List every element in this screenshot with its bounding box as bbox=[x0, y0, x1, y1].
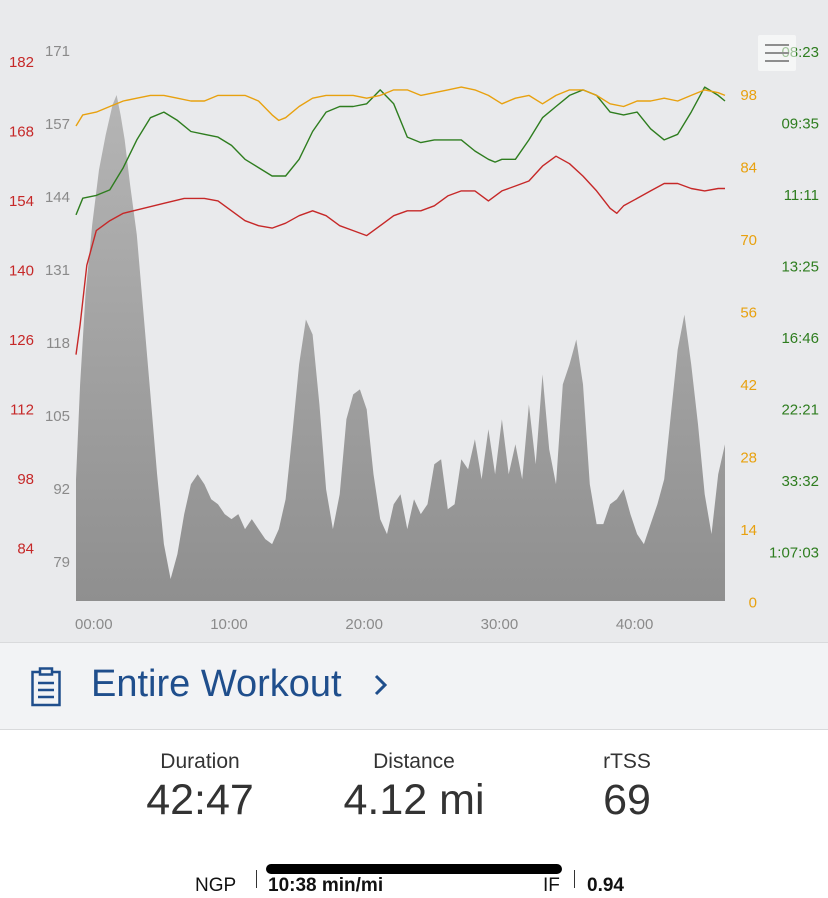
stat-rtss: rTSS 69 bbox=[507, 750, 747, 825]
stat-value: 4.12 mi bbox=[343, 776, 485, 824]
stat-label: Distance bbox=[373, 750, 455, 773]
right-axis-tick: 70 bbox=[740, 232, 757, 249]
ngp-label: NGP bbox=[195, 875, 237, 896]
x-axis-tick: 00:00 bbox=[75, 616, 113, 633]
home-indicator bbox=[266, 864, 562, 874]
hr-axis-tick: 98 bbox=[17, 471, 34, 488]
pace-axis-tick: 1:07:03 bbox=[769, 545, 819, 562]
stat-label: rTSS bbox=[603, 750, 651, 773]
pace-axis-tick: 09:35 bbox=[781, 116, 819, 133]
chevron-right-icon bbox=[374, 674, 388, 696]
stat-distance: Distance 4.12 mi bbox=[294, 750, 534, 825]
pace-axis-tick: 22:21 bbox=[781, 402, 819, 419]
stat-duration: Duration 42:47 bbox=[80, 750, 320, 825]
if-value: 0.94 bbox=[587, 875, 624, 896]
right-axis-tick: 42 bbox=[740, 377, 757, 394]
x-axis-tick: 30:00 bbox=[481, 616, 519, 633]
hr-axis-tick: 112 bbox=[10, 402, 34, 419]
pace-axis-tick: 33:32 bbox=[781, 473, 819, 490]
left-axis-tick: 118 bbox=[46, 335, 70, 352]
left-axis-tick: 171 bbox=[45, 43, 70, 60]
left-axis-tick: 105 bbox=[45, 408, 70, 425]
right-axis-tick: 14 bbox=[740, 522, 757, 539]
pace-axis-tick: 16:46 bbox=[781, 330, 819, 347]
right-axis-tick: 0 bbox=[749, 595, 757, 612]
chart-canvas[interactable]: 1821681541401261129884171157144131118105… bbox=[0, 0, 828, 642]
if-label: IF bbox=[543, 875, 560, 896]
range-label: Entire Workout bbox=[91, 663, 342, 705]
pace-axis-tick: 13:25 bbox=[781, 259, 819, 276]
left-axis-tick: 144 bbox=[45, 189, 70, 206]
hr-axis-tick: 84 bbox=[17, 541, 34, 558]
x-axis-tick: 10:00 bbox=[210, 616, 248, 633]
hamburger-icon bbox=[765, 44, 789, 46]
hr-axis-tick: 182 bbox=[9, 54, 34, 71]
hr-axis-tick: 168 bbox=[9, 124, 34, 141]
stat-value: 42:47 bbox=[146, 776, 254, 824]
workout-range-selector[interactable]: Entire Workout bbox=[0, 642, 828, 730]
right-axis-tick: 98 bbox=[740, 87, 757, 104]
clipboard-icon bbox=[31, 667, 61, 707]
workout-chart[interactable]: 182 168 154 140 126 112 98 84 171 157 144 131 118 105… bbox=[0, 0, 828, 642]
stat-label: Duration bbox=[160, 750, 240, 773]
left-axis-tick: 92 bbox=[53, 481, 70, 498]
hr-axis-tick: 126 bbox=[9, 332, 34, 349]
pace-line bbox=[75, 86, 726, 216]
ngp-value: 10:38 min/mi bbox=[268, 875, 384, 896]
right-axis-tick: 84 bbox=[740, 160, 757, 177]
heart-rate-line bbox=[75, 155, 725, 355]
hr-axis-tick: 140 bbox=[9, 263, 34, 280]
chart-menu-button[interactable] bbox=[758, 35, 796, 71]
left-axis-tick: 79 bbox=[53, 554, 70, 571]
divider bbox=[256, 870, 257, 888]
divider bbox=[574, 870, 575, 888]
cadence-line bbox=[75, 86, 726, 127]
stat-value: 69 bbox=[603, 776, 651, 824]
x-axis-tick: 40:00 bbox=[616, 616, 654, 633]
left-axis-tick: 131 bbox=[45, 262, 70, 279]
left-axis-tick: 157 bbox=[45, 116, 70, 133]
right-axis-tick: 28 bbox=[740, 450, 757, 467]
right-axis-tick: 56 bbox=[740, 305, 757, 322]
pace-axis-tick: 11:11 bbox=[784, 187, 819, 204]
hr-axis-tick: 154 bbox=[9, 193, 34, 210]
speed-area bbox=[76, 95, 725, 601]
x-axis-tick: 20:00 bbox=[345, 616, 383, 633]
